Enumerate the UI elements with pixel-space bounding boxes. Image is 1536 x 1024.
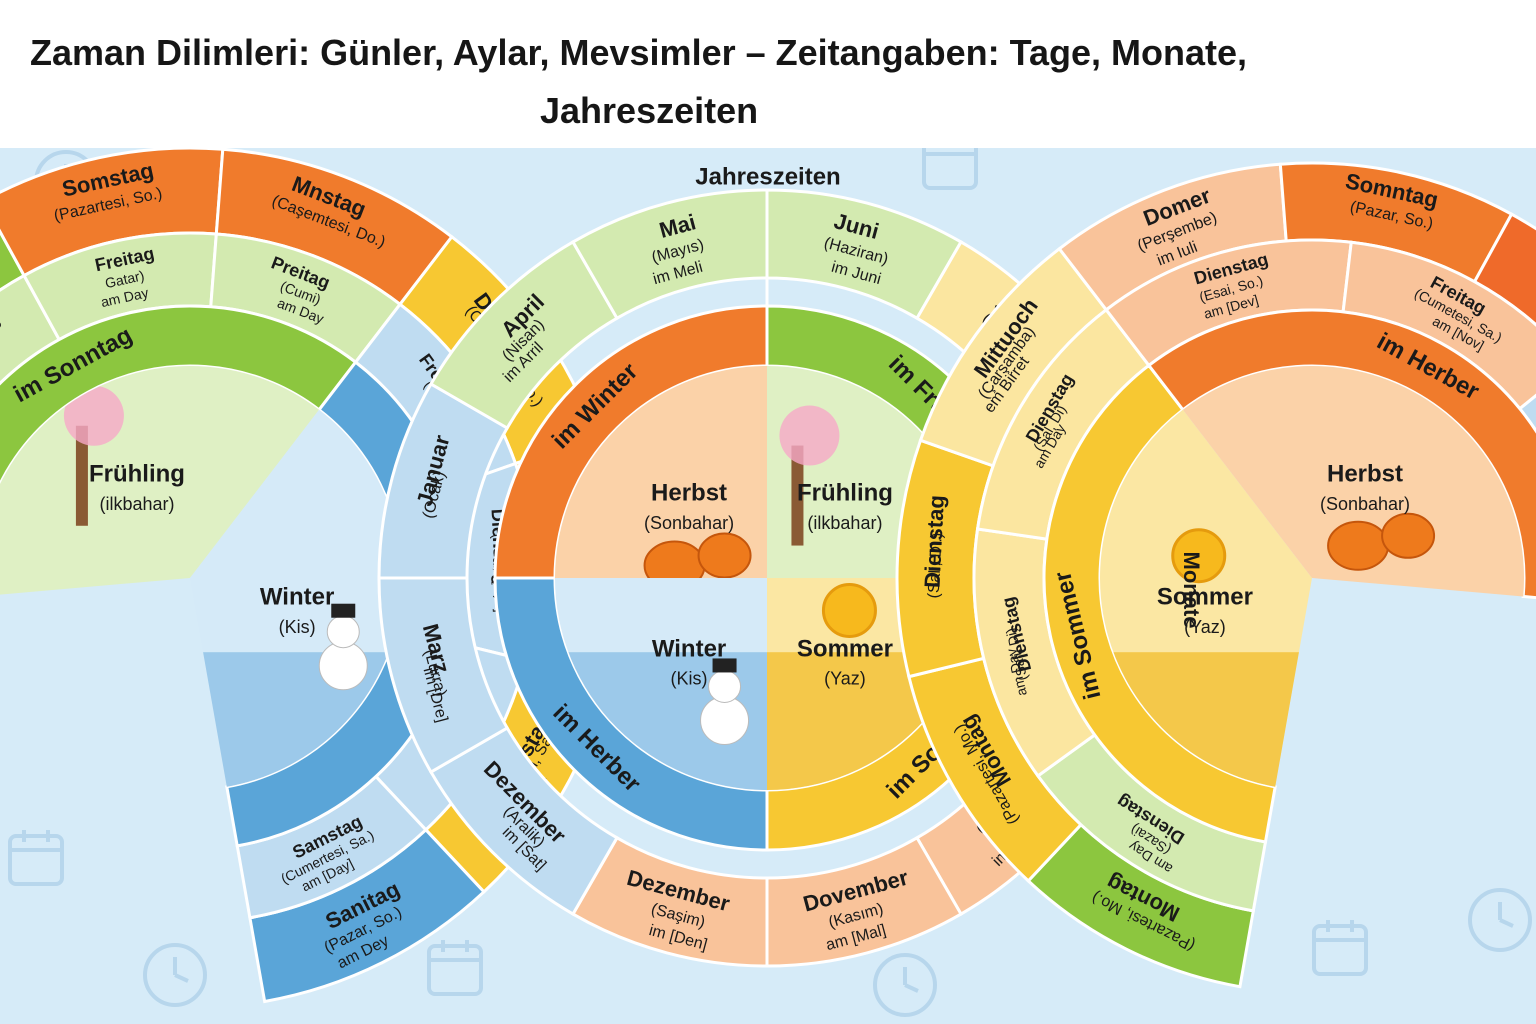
segment-0: Montag(Pazartesi, Mo.) [1026,822,1256,989]
inner-segment-1: Dienstag(Sali, Di)am Day [972,527,1097,778]
jahreszeiten-label: Jahreszeiten [695,163,840,190]
clock-icon [873,953,937,1017]
monate-label: Monate [1179,552,1204,629]
segment-3: Mnstag(Caşemtesi, Do.) [214,148,454,307]
segment-translation: (Sali, Di.) [926,532,946,599]
season-name: Frühling [89,461,185,488]
segment-shape [570,188,769,321]
segment-7: Dezember(Aralik)im [Sat] [428,725,620,917]
pumpkin-icon [1327,512,1436,571]
tree-icon [63,385,124,526]
snowman-icon [700,658,750,745]
season-translation: (ilkbahar) [99,494,174,514]
season-name: Herbst [651,479,727,506]
season-name: Winter [260,584,334,611]
page-title-line-1: Zaman Dilimleri: Günler, Aylar, Mevsimle… [30,32,1248,73]
segment-title: Dienstag [920,494,950,588]
season-autumn: Herbst (Sonbahar) [555,366,767,578]
season-name: Sommer [1157,584,1253,611]
clock-icon [1468,888,1532,952]
calendar-icon [1312,920,1368,976]
segment-10: April(Nisan)im Arril [428,239,620,431]
segment-6: Dezember(Saşim)im [Den] [570,835,769,968]
segment-7: Sanitag(Pazar, So.)am Dey [248,827,487,1004]
season-translation: (Sonbahar) [1320,494,1410,514]
tree-icon [779,405,840,546]
calendar-icon [8,830,64,886]
right-wheel: Montag(Pazartesi, Mo.)Montag(Pazartesi, … [895,161,1536,989]
segment-shape [0,228,27,292]
season-translation: (Sonbahar) [644,513,734,533]
season-translation: (Kis) [671,669,708,689]
segment-5: Somntag(Pazar, So.) [1278,161,1514,284]
season-name: Winter [652,635,726,662]
page-title-line-2: Jahreszeiten [540,90,759,131]
segment-2: Dienstag(Sali, Di.) [895,438,996,679]
segment-1: Montag(Pazartesi, Mo.) [0,228,27,292]
pumpkin-icon [643,532,752,578]
season-translation: (Yaz) [824,669,866,689]
season-translation: (ilkbahar) [807,513,882,533]
segment-3: Mittuoch(Çarşamba)em Birret [918,246,1109,468]
season-name: Herbst [1327,461,1403,488]
segment-2: Somstag(Pazartesi, So.) [0,148,225,278]
snowman-icon [318,603,368,691]
sun-icon [1171,528,1227,584]
clock-icon [143,943,207,1007]
sun-icon [821,582,877,638]
segment-5: Dovember(Kasım)am [Mal] [765,835,964,968]
segment-11: Mai(Mayıs)im Meli [570,188,769,321]
season-summer: Sommer (Yaz) [1100,409,1312,787]
season-translation: (Kis) [279,617,316,637]
season-name: Sommer [797,635,893,662]
calendar-icon [922,148,978,190]
calendar-icon [427,940,483,996]
season-name: Frühling [797,479,893,506]
season-translation: (Yaz) [1184,617,1226,637]
seasons-wheel-diagram: Sonntag(Pazar, So.)Montag(Pazartesi, Mo.… [0,148,1536,1024]
